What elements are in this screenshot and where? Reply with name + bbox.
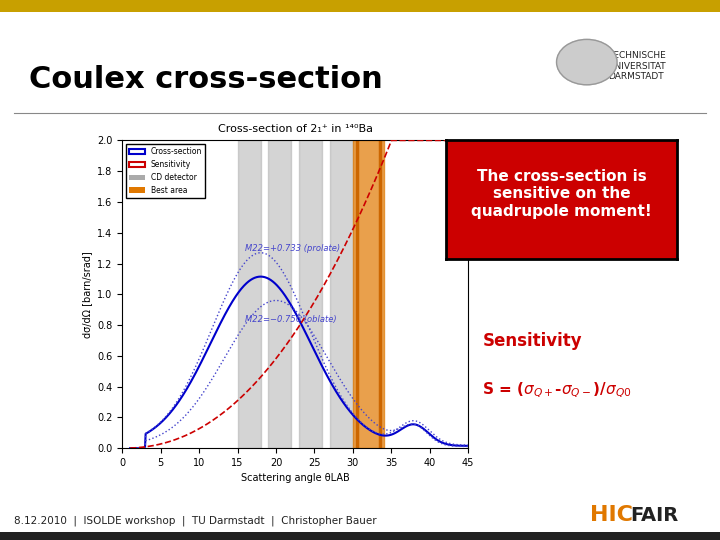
Text: Sensitivity: Sensitivity (482, 332, 582, 349)
Bar (238, 140, 261, 448)
Text: M22=−0.756 (oblate): M22=−0.756 (oblate) (246, 315, 337, 324)
Bar (330, 140, 353, 448)
Circle shape (557, 39, 617, 85)
Text: TECHNISCHE
UNIVERSITAT
DARMSTADT: TECHNISCHE UNIVERSITAT DARMSTADT (608, 51, 666, 81)
Bar (269, 140, 292, 448)
Y-axis label: dσ/dΩ [barn/srad]: dσ/dΩ [barn/srad] (82, 251, 91, 338)
X-axis label: Scattering angle θLAB: Scattering angle θLAB (240, 474, 350, 483)
Text: The cross-section is
sensitive on the
quadrupole moment!: The cross-section is sensitive on the qu… (471, 169, 652, 219)
Text: HIC: HIC (590, 505, 634, 525)
Title: Cross-section of 2₁⁺ in ¹⁴⁰Ba: Cross-section of 2₁⁺ in ¹⁴⁰Ba (217, 124, 373, 134)
Text: M22=+0.733 (prolate): M22=+0.733 (prolate) (246, 244, 341, 253)
Text: 8.12.2010  |  ISOLDE workshop  |  TU Darmstadt  |  Christopher Bauer: 8.12.2010 | ISOLDE workshop | TU Darmsta… (14, 516, 377, 526)
Bar (353, 140, 384, 448)
Text: FAIR: FAIR (630, 506, 678, 525)
Text: S = ($\sigma_{Q+}$-$\sigma_{Q-}$)/$\sigma_{Q0}$: S = ($\sigma_{Q+}$-$\sigma_{Q-}$)/$\sigm… (482, 381, 632, 400)
Legend: Cross-section, Sensitivity, CD detector, Best area: Cross-section, Sensitivity, CD detector,… (126, 144, 205, 198)
Text: Coulex cross-section: Coulex cross-section (29, 65, 382, 94)
Bar (299, 140, 322, 448)
